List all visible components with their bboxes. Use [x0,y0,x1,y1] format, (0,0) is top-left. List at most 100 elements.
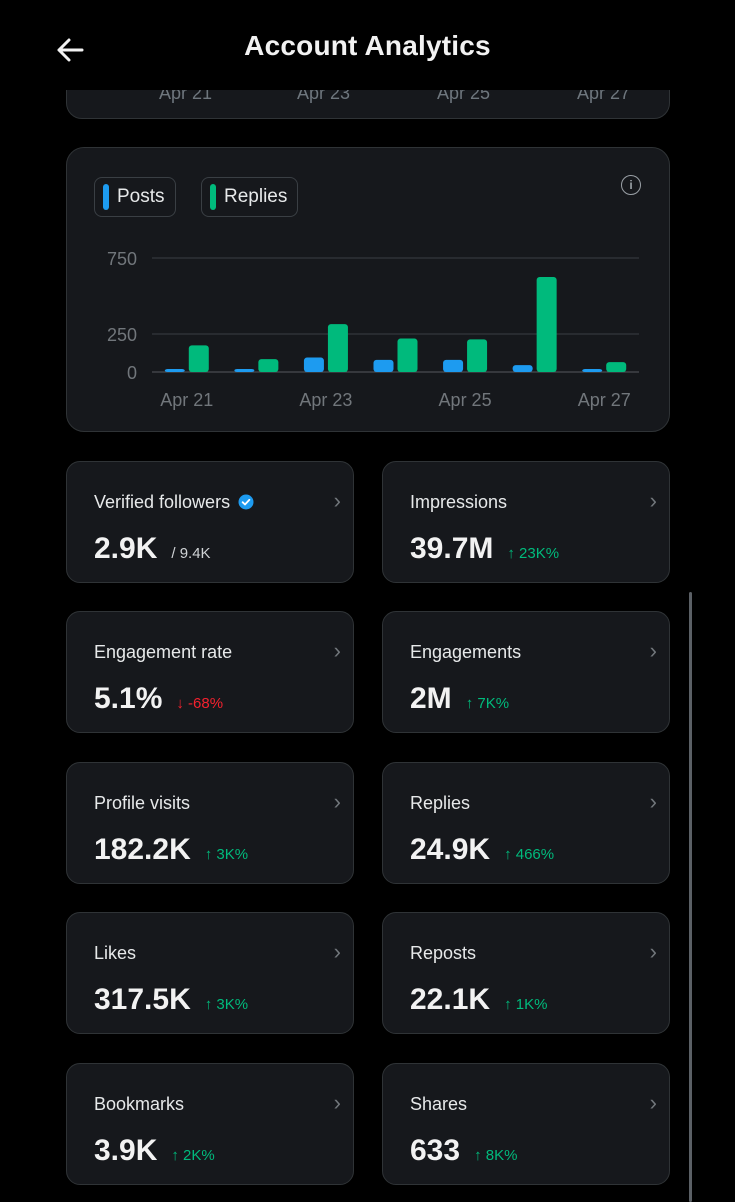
stat-value-row: 22.1K ↑ 1K% [410,983,547,1017]
back-button[interactable] [52,32,88,68]
y-tick-label: 250 [107,325,137,345]
stat-value-row: 39.7M ↑ 23K% [410,532,559,566]
stat-label: Shares [410,1094,467,1115]
stat-change: ↑ 466% [504,846,555,863]
replies-bar [467,339,488,372]
stat-label: Replies [410,793,470,814]
stat-card-reposts[interactable]: Reposts › 22.1K ↑ 1K% [382,912,670,1034]
replies-bar [258,359,279,372]
chevron-right-icon: › [649,1090,657,1115]
y-tick-label: 750 [107,249,137,269]
legend-posts-label: Posts [117,186,165,207]
x-tick-label: Apr 21 [160,390,213,410]
stat-value: 22.1K [410,983,491,1016]
chevron-right-icon: › [649,638,657,663]
stat-label-text: Profile visits [94,793,191,813]
chevron-right-icon: › [333,1090,341,1115]
stat-label: Verified followers [94,492,254,513]
stat-change: ↑ 2K% [171,1147,215,1164]
header: Account Analytics [0,0,735,90]
verified-badge-icon [238,494,254,510]
stat-label-text: Engagements [410,642,522,662]
posts-bar [373,359,394,372]
legend-replies-label: Replies [224,186,288,207]
info-icon[interactable]: i [621,175,641,195]
posts-bar [582,369,603,372]
arrow-left-icon [57,38,84,62]
x-tick-label: Apr 27 [578,390,631,410]
stat-card-replies[interactable]: Replies › 24.9K ↑ 466% [382,762,670,884]
stat-change: ↑ 1K% [504,996,548,1013]
x-tick-label: Apr 25 [439,390,492,410]
stat-label: Engagements [410,642,521,663]
legend-replies-toggle[interactable]: Replies [201,177,299,217]
replies-swatch [210,184,216,210]
y-tick-label: 0 [127,363,137,383]
stat-value-row: 5.1% ↓ -68% [94,682,223,716]
replies-bar [397,338,418,372]
stat-change: ↑ 3K% [204,996,249,1013]
posts-bar [234,368,255,372]
posts-bar [303,357,324,372]
stat-card-shares[interactable]: Shares › 633 ↑ 8K% [382,1063,670,1185]
posts-swatch [103,184,109,210]
stat-change: ↑ 3K% [204,846,249,863]
stat-label-text: Engagement rate [94,642,233,662]
posts-bar [512,365,533,372]
stat-label-text: Likes [94,943,137,963]
stat-label: Bookmarks [94,1094,184,1115]
stat-card-likes[interactable]: Likes › 317.5K ↑ 3K% [66,912,354,1034]
stat-value: 3.9K [94,1134,158,1167]
stat-label-text: Verified followers [94,492,231,512]
stat-label: Likes [94,943,136,964]
stat-card-engagement-rate[interactable]: Engagement rate › 5.1% ↓ -68% [66,611,354,733]
stat-value: 39.7M [410,532,494,565]
stat-value-row: 633 ↑ 8K% [410,1134,517,1168]
stat-value-row: 3.9K ↑ 2K% [94,1134,215,1168]
stat-card-verified-followers[interactable]: Verified followers › 2.9K / 9.4K [66,461,354,583]
stat-card-bookmarks[interactable]: Bookmarks › 3.9K ↑ 2K% [66,1063,354,1185]
stat-label: Profile visits [94,793,190,814]
stat-label-text: Impressions [410,492,508,512]
page-title: Account Analytics [244,30,491,61]
stat-label-text: Reposts [410,943,477,963]
stat-value-row: 24.9K ↑ 466% [410,833,554,867]
stat-value-row: 2M ↑ 7K% [410,682,509,716]
stat-card-impressions[interactable]: Impressions › 39.7M ↑ 23K% [382,461,670,583]
replies-bar [188,345,209,372]
posts-replies-chart-card: Posts Replies i 750 250 0 Apr 21 Apr 23 Apr 2… [66,147,670,432]
chevron-right-icon: › [333,789,341,814]
posts-bar [443,359,464,372]
stat-value: 24.9K [410,833,491,866]
chevron-right-icon: › [649,488,657,513]
stat-value-row: 182.2K ↑ 3K% [94,833,248,867]
x-tick-label: Apr 23 [299,390,352,410]
stat-value: 182.2K [94,833,191,866]
stat-card-engagements[interactable]: Engagements › 2M ↑ 7K% [382,611,670,733]
stat-value: 2M [410,682,452,715]
stat-value: 5.1% [94,682,163,715]
stat-label: Engagement rate [94,642,232,663]
stat-label: Impressions [410,492,507,513]
scrollbar[interactable] [689,592,692,1202]
stat-label: Reposts [410,943,476,964]
chevron-right-icon: › [333,488,341,513]
replies-bar [606,362,627,372]
stat-label-text: Replies [410,793,471,813]
stat-value-row: 317.5K ↑ 3K% [94,983,248,1017]
stat-change: ↑ 23K% [507,545,560,562]
stat-value-row: 2.9K / 9.4K [94,532,211,566]
stat-change: ↑ 7K% [465,695,510,712]
legend-posts-toggle[interactable]: Posts [94,177,176,217]
bar-chart: 750 250 0 Apr 21 Apr 23 Apr 25 Apr 27 [107,249,639,410]
stat-change: ↓ -68% [176,695,224,712]
stat-change: ↑ 8K% [474,1147,518,1164]
chevron-right-icon: › [649,789,657,814]
chevron-right-icon: › [333,939,341,964]
stat-total: / 9.4K [171,545,211,562]
stat-card-profile-visits[interactable]: Profile visits › 182.2K ↑ 3K% [66,762,354,884]
stat-value: 2.9K [94,532,158,565]
replies-bar [327,324,348,372]
posts-bar [164,369,185,372]
stat-value: 317.5K [94,983,191,1016]
